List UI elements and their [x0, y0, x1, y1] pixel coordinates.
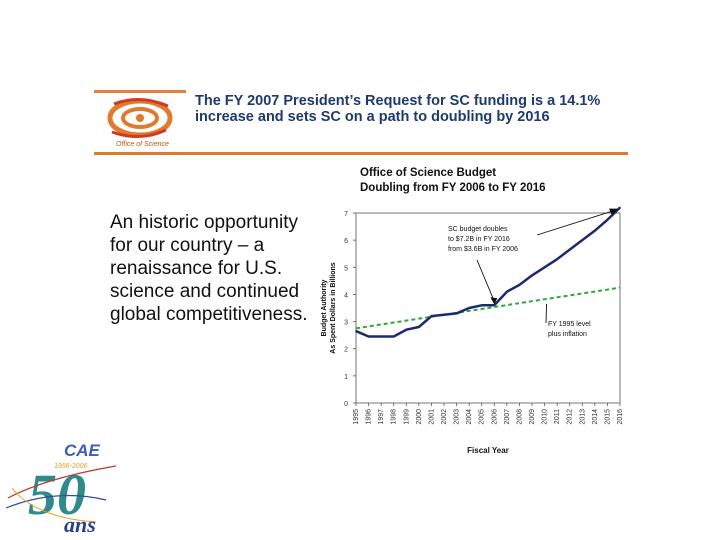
annotation-arrow-to-2016	[536, 210, 615, 236]
annotation-doubling-line: from $3.6B in FY 2006	[448, 246, 518, 253]
x-tick-label: 1999	[403, 409, 410, 425]
annotation-inflation-line: FY 1995 level	[548, 321, 591, 328]
cae-letters: CAE	[64, 441, 101, 460]
annotation-arrowhead	[609, 208, 618, 216]
x-tick-label: 2002	[441, 409, 448, 425]
x-tick-label: 2010	[542, 409, 549, 425]
orbit-line-red	[7, 465, 117, 499]
x-tick-label: 1995	[353, 409, 360, 425]
budget-data-point	[493, 304, 496, 307]
orbit-line-blue	[6, 494, 107, 509]
x-tick-label: 2015	[604, 409, 611, 425]
budget-data-point	[518, 284, 521, 286]
x-tick-label: 2004	[466, 409, 473, 425]
orbit-line-gold	[11, 487, 97, 523]
x-tick-label: 2007	[504, 409, 511, 425]
logo-top-bar	[94, 90, 186, 93]
ans-word: ans	[64, 512, 96, 537]
x-tick-label: 2003	[454, 409, 461, 425]
budget-chart: 0 1 2 3 4 5 6 7 1995 1996 1997 1998 1999 2000 2001 2002…	[321, 206, 624, 455]
annotation-inflation-line: plus inflation	[548, 331, 587, 338]
anniversary-dates: 1956-2006	[54, 463, 88, 470]
budget-data-point	[480, 304, 483, 307]
y-tick-label: 5	[344, 265, 348, 272]
title-divider	[94, 152, 628, 155]
x-tick-label: 1996	[366, 409, 373, 425]
x-tick-label: 2009	[529, 409, 536, 425]
budget-data-point	[355, 330, 357, 332]
x-tick-label: 2016	[617, 409, 624, 425]
logo-label: Office of Science	[116, 141, 169, 148]
budget-data-point	[468, 307, 470, 309]
x-tick-label: 2008	[516, 409, 523, 425]
y-tick-label: 3	[344, 320, 348, 327]
x-axis-label: Fiscal Year	[467, 446, 509, 455]
budget-series-line	[355, 206, 621, 338]
annotation-arrow-to-2006	[476, 259, 495, 302]
x-tick-label: 1998	[391, 409, 398, 425]
x-tick-label: 2005	[479, 409, 486, 425]
budget-data-point	[619, 206, 621, 209]
budget-data-point	[556, 258, 558, 260]
x-tick-label: 2012	[567, 409, 574, 425]
slide-body-text: An historic opportunity for our country …	[110, 212, 308, 325]
budget-data-point	[568, 248, 571, 251]
y-tick-label: 2	[344, 347, 348, 354]
budget-data-point	[392, 335, 395, 338]
fifty-number: 50	[28, 462, 86, 527]
chart-title-line2: Doubling from FY 2006 to FY 2016	[360, 182, 546, 194]
budget-data-point	[380, 335, 382, 338]
x-tick-label: 2000	[416, 409, 423, 425]
annotation-doubling-line: SC budget doubles	[448, 226, 508, 233]
x-tick-label: 2014	[592, 409, 599, 425]
y-tick-label: 0	[344, 401, 348, 408]
inflation-series-line	[355, 286, 621, 330]
y-tick-label: 1	[344, 374, 348, 381]
y-tick-label: 7	[344, 211, 348, 218]
budget-data-point	[606, 218, 609, 221]
budget-data-point	[455, 312, 458, 315]
budget-data-point	[506, 290, 508, 293]
budget-data-point	[531, 274, 533, 277]
budget-data-point	[418, 326, 420, 328]
office-of-science-logo: Office of Science	[94, 90, 186, 152]
x-tick-label: 1997	[378, 409, 385, 425]
slide-title: The FY 2007 President’s Request for SC f…	[195, 93, 601, 125]
x-tick-label: 2001	[428, 409, 435, 425]
logo-swirl-icon	[94, 95, 186, 150]
y-tick-label: 4	[344, 292, 348, 299]
budget-data-point	[405, 328, 408, 331]
budget-data-point	[443, 313, 445, 316]
y-tick-label: 6	[344, 238, 348, 245]
annotation-arrow-to-inflation	[545, 303, 548, 324]
annotation-doubling-line: to $7.2B in FY 2016	[448, 236, 510, 243]
chart-title: Office of Science Budget Doubling from F…	[360, 166, 580, 196]
annotation-arrowhead	[490, 297, 498, 305]
budget-data-point	[430, 315, 433, 317]
chart-title-line1: Office of Science Budget	[360, 167, 497, 179]
x-tick-label: 2006	[491, 409, 498, 425]
y-axis-label-line1: Budget Authority	[321, 279, 328, 336]
x-tick-label: 2011	[554, 409, 561, 424]
x-tick-label: 2013	[579, 409, 586, 425]
plot-frame	[355, 212, 621, 404]
y-axis-label-line2: As Spent Dollars in Billions	[330, 262, 337, 354]
budget-data-point	[367, 335, 370, 338]
cae-50-ans-logo: CAE 1956-2006 50 ans	[6, 441, 117, 537]
budget-data-point	[543, 266, 546, 269]
budget-data-point	[581, 239, 584, 241]
budget-data-point	[594, 229, 596, 232]
